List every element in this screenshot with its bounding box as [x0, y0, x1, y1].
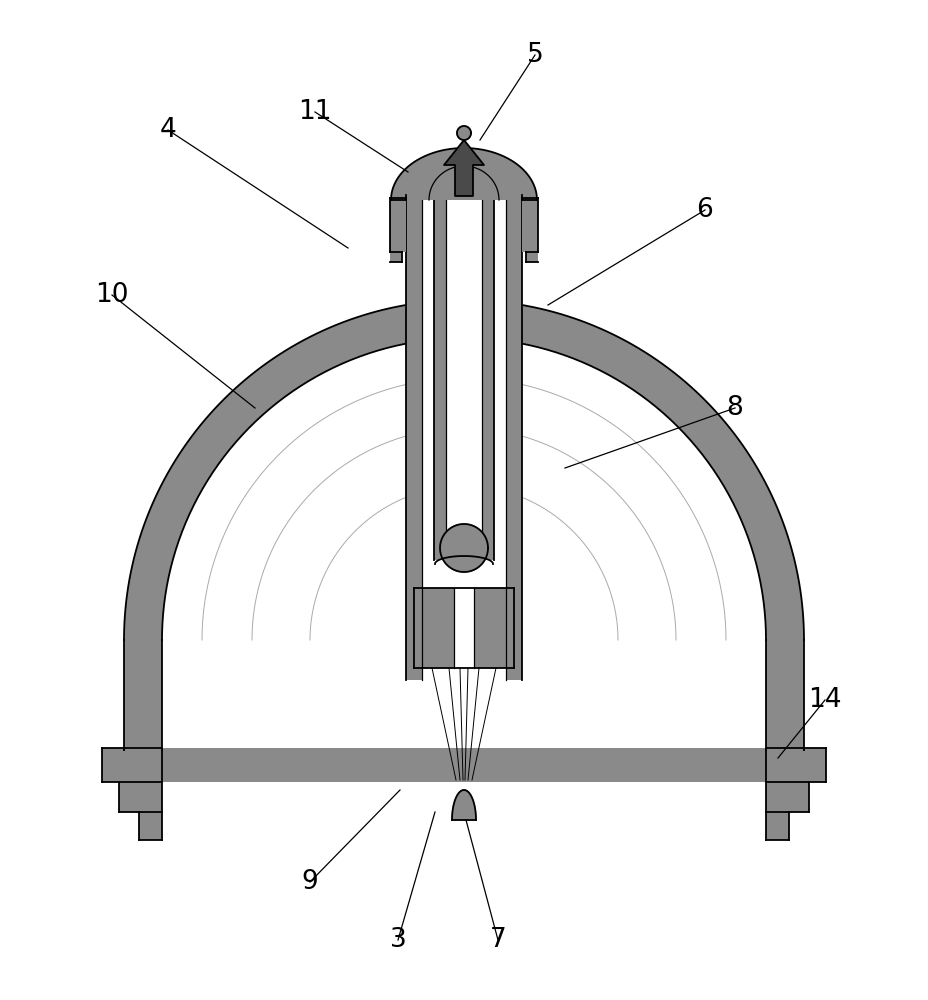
- Text: 6: 6: [696, 197, 713, 223]
- Polygon shape: [525, 252, 537, 262]
- Text: 8: 8: [726, 395, 742, 421]
- Polygon shape: [506, 195, 522, 680]
- Polygon shape: [452, 790, 475, 820]
- Text: 9: 9: [302, 869, 318, 895]
- Polygon shape: [139, 812, 161, 840]
- Text: 7: 7: [489, 927, 506, 953]
- Polygon shape: [445, 195, 482, 560]
- Polygon shape: [766, 748, 825, 782]
- Polygon shape: [391, 148, 536, 200]
- Polygon shape: [522, 198, 537, 252]
- Polygon shape: [421, 195, 506, 680]
- Polygon shape: [482, 195, 494, 560]
- Text: 14: 14: [807, 687, 841, 713]
- Polygon shape: [119, 782, 161, 812]
- Polygon shape: [766, 782, 808, 812]
- Polygon shape: [440, 524, 487, 572]
- Polygon shape: [102, 748, 825, 782]
- Polygon shape: [390, 252, 402, 262]
- Polygon shape: [414, 588, 454, 668]
- Polygon shape: [473, 588, 513, 668]
- Polygon shape: [102, 748, 161, 782]
- Polygon shape: [433, 195, 445, 560]
- Polygon shape: [123, 640, 161, 750]
- Polygon shape: [766, 640, 803, 750]
- Polygon shape: [444, 140, 483, 196]
- Polygon shape: [457, 126, 470, 140]
- Polygon shape: [766, 812, 788, 840]
- Text: 3: 3: [389, 927, 406, 953]
- Text: 5: 5: [526, 42, 543, 68]
- Polygon shape: [123, 300, 803, 640]
- Text: 11: 11: [298, 99, 331, 125]
- Text: 10: 10: [96, 282, 129, 308]
- Polygon shape: [390, 198, 406, 252]
- Polygon shape: [406, 195, 421, 680]
- Polygon shape: [454, 588, 473, 668]
- Text: 4: 4: [160, 117, 176, 143]
